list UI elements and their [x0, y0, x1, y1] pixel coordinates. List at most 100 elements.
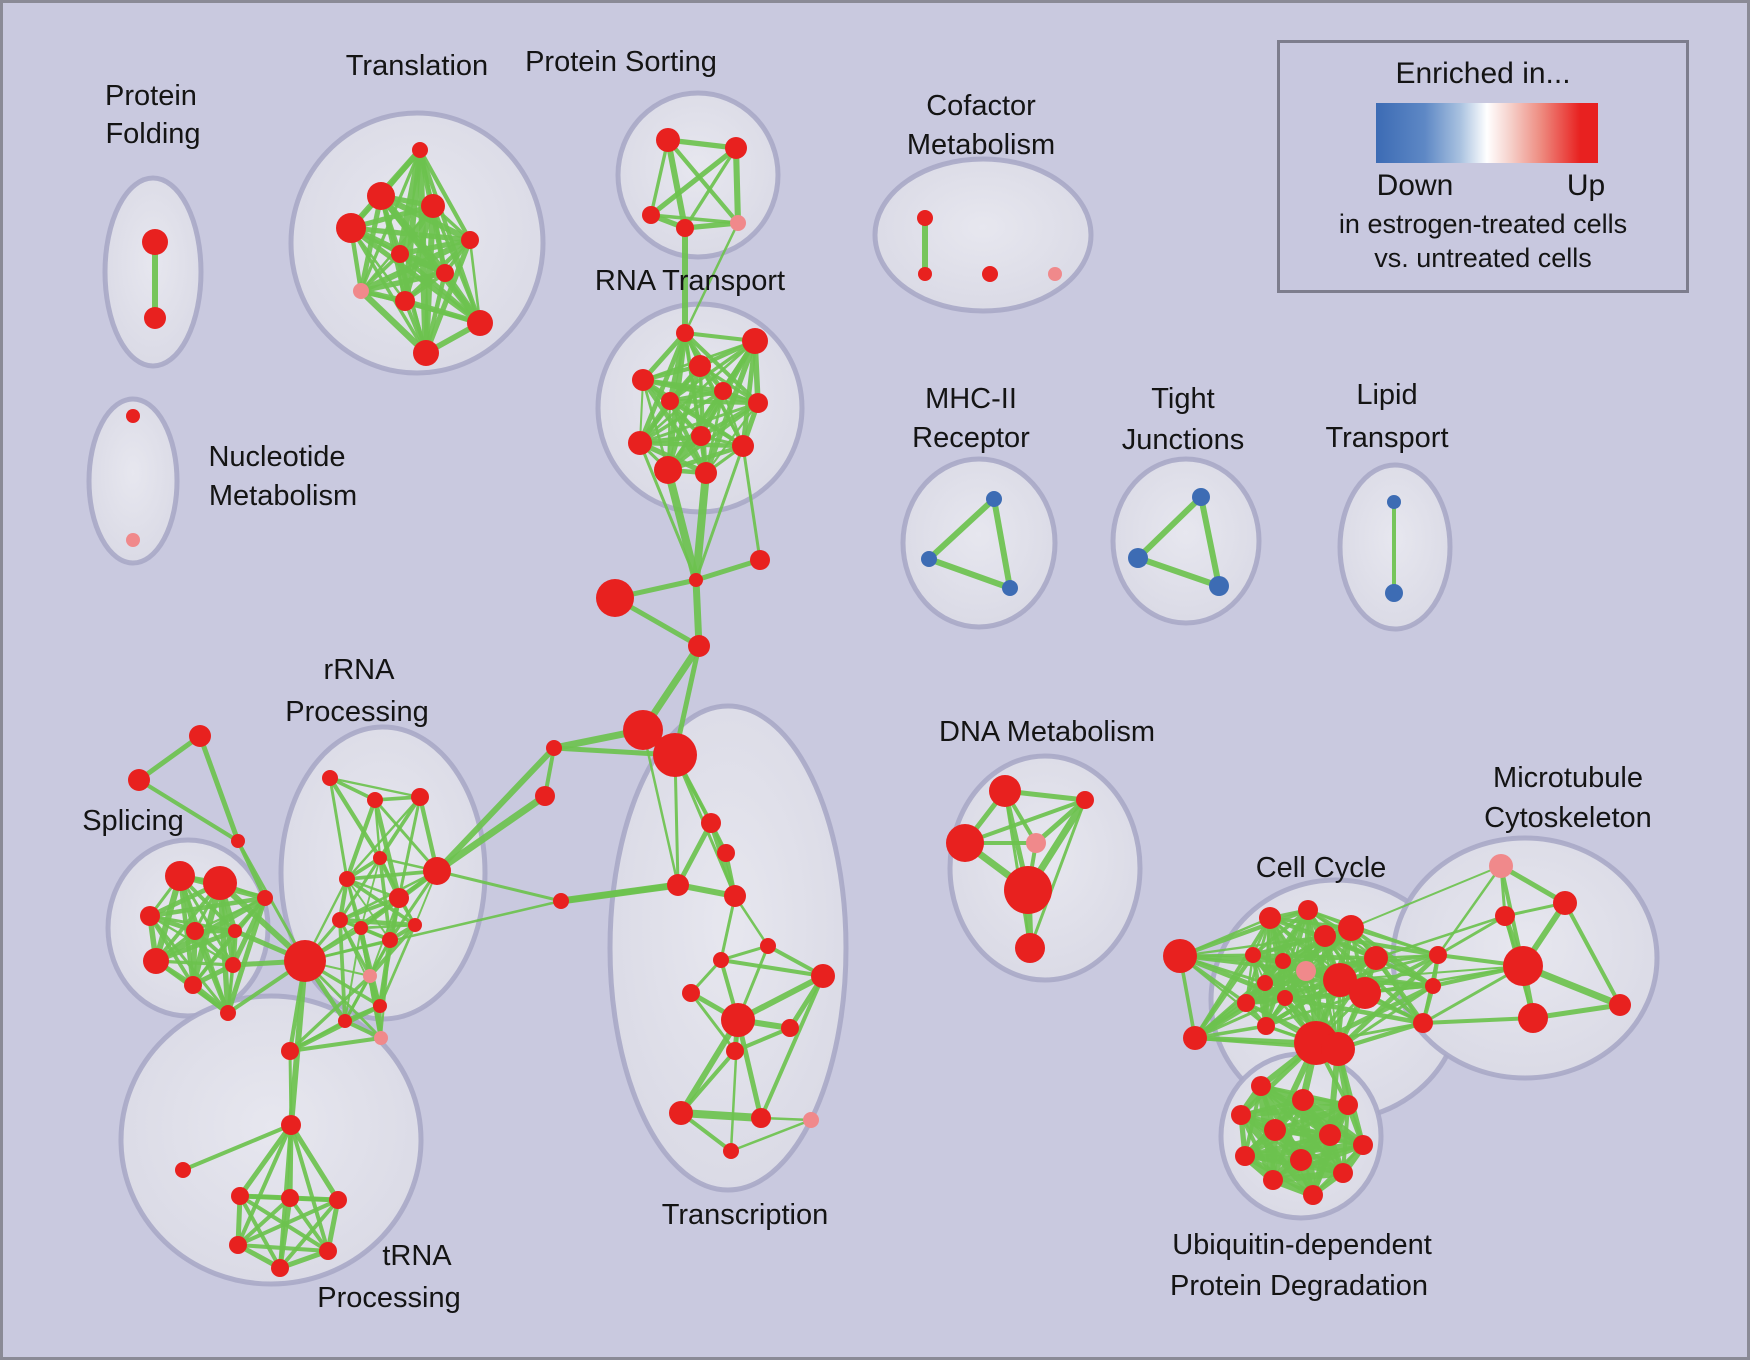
gene-set-node	[689, 573, 703, 587]
gene-set-node	[1245, 947, 1261, 963]
gene-set-node	[257, 890, 273, 906]
gene-set-node	[332, 912, 348, 928]
network-edge	[694, 444, 745, 582]
gene-set-node	[1321, 1032, 1355, 1066]
network-edge	[1336, 984, 1435, 1051]
gene-set-node	[1338, 1095, 1358, 1115]
network-edge	[675, 820, 714, 888]
cluster-ellipse-nucleotide-metabolism	[86, 396, 180, 566]
network-edge	[1335, 952, 1441, 1052]
cluster-ellipse-mhc-ii-receptor	[900, 456, 1058, 630]
gene-set-node	[1495, 906, 1515, 926]
network-edge	[664, 466, 700, 584]
gene-set-node	[676, 324, 694, 342]
network-edge	[288, 1049, 293, 1127]
gene-set-node	[367, 182, 395, 210]
cluster-label-cofactor-metabolism: Metabolism	[907, 129, 1055, 161]
network-edge	[288, 974, 372, 1053]
gene-set-node	[1314, 925, 1336, 947]
network-edge	[402, 203, 436, 304]
network-edge	[435, 869, 563, 903]
gene-set-node	[1004, 866, 1052, 914]
network-edge	[1349, 926, 1440, 957]
cluster-ellipse-tight-junctions	[1110, 456, 1262, 626]
network-edge	[1135, 555, 1222, 589]
network-edge	[378, 923, 417, 1008]
gene-set-node	[1425, 978, 1441, 994]
gene-set-node	[1209, 576, 1229, 596]
gene-set-node	[319, 1242, 337, 1260]
gene-set-node	[917, 210, 933, 226]
network-edge	[649, 213, 740, 225]
network-edge	[303, 899, 563, 963]
gene-set-node	[140, 906, 160, 926]
cluster-label-rna-transport: RNA Transport	[595, 265, 785, 297]
gene-set-node	[760, 938, 776, 954]
network-edge	[328, 776, 349, 881]
network-edge	[740, 338, 758, 449]
cluster-label-protein-sorting: Protein Sorting	[525, 46, 717, 78]
gene-set-node	[989, 775, 1021, 807]
gene-set-node	[751, 1108, 771, 1128]
gene-set-node	[421, 194, 445, 218]
network-edge	[991, 496, 1013, 591]
cluster-label-mhc-ii-receptor: Receptor	[912, 422, 1030, 454]
gene-set-node	[389, 888, 409, 908]
network-edge	[1244, 956, 1378, 1005]
gene-set-node	[714, 382, 732, 400]
network-edge	[236, 1198, 340, 1247]
gene-set-node	[1264, 1119, 1286, 1141]
gene-set-node	[667, 874, 689, 896]
cluster-label-nucleotide-metabolism: Nucleotide	[208, 441, 345, 473]
network-edge	[638, 389, 725, 445]
gene-set-node	[367, 792, 383, 808]
gene-set-node	[682, 984, 700, 1002]
network-edge	[648, 145, 739, 218]
gene-set-node	[329, 1191, 347, 1209]
network-edge	[679, 1049, 737, 1115]
network-edge	[1193, 1024, 1268, 1040]
cluster-label-dna-metabolism: DNA Metabolism	[939, 716, 1155, 748]
gene-set-node	[1259, 907, 1281, 929]
network-edge	[338, 896, 401, 922]
gene-set-node	[322, 770, 338, 786]
gene-set-node	[1387, 495, 1401, 509]
gene-set-node	[632, 369, 654, 391]
network-edge	[136, 733, 203, 783]
network-edge	[682, 330, 761, 406]
gene-set-node	[1609, 994, 1631, 1016]
gene-set-node	[336, 213, 366, 243]
network-edge	[368, 923, 417, 978]
gene-set-node	[165, 861, 195, 891]
network-edge	[378, 795, 422, 860]
gene-set-node	[395, 291, 415, 311]
gene-set-node	[701, 813, 721, 833]
network-edge	[1436, 864, 1503, 957]
network-edge	[1322, 933, 1441, 958]
network-edge	[665, 137, 741, 226]
gene-set-node	[281, 1189, 299, 1207]
gene-set-node	[742, 328, 768, 354]
network-nodes-layer	[126, 128, 1631, 1277]
network-edge	[1323, 934, 1425, 1025]
gene-set-node	[408, 918, 422, 932]
network-edge	[148, 914, 230, 1015]
gene-set-node	[750, 550, 770, 570]
network-edge	[1374, 914, 1507, 960]
network-edge	[638, 441, 698, 582]
gene-set-node	[725, 137, 747, 159]
network-edge	[926, 556, 1013, 591]
network-edge	[1436, 914, 1507, 957]
legend-box: Enriched in... Down Up in estrogen-treat…	[1277, 40, 1689, 293]
gene-set-node	[535, 786, 555, 806]
gene-set-node	[271, 1259, 289, 1277]
gene-set-node	[623, 710, 663, 750]
network-edge	[236, 1123, 293, 1247]
network-edge	[1251, 908, 1310, 957]
gene-set-node	[811, 964, 835, 988]
gene-set-node	[653, 733, 697, 777]
cluster-ellipse-cofactor-metabolism	[872, 156, 1094, 314]
network-edge	[683, 146, 738, 230]
gene-set-node	[1277, 990, 1293, 1006]
network-edge	[431, 204, 482, 325]
